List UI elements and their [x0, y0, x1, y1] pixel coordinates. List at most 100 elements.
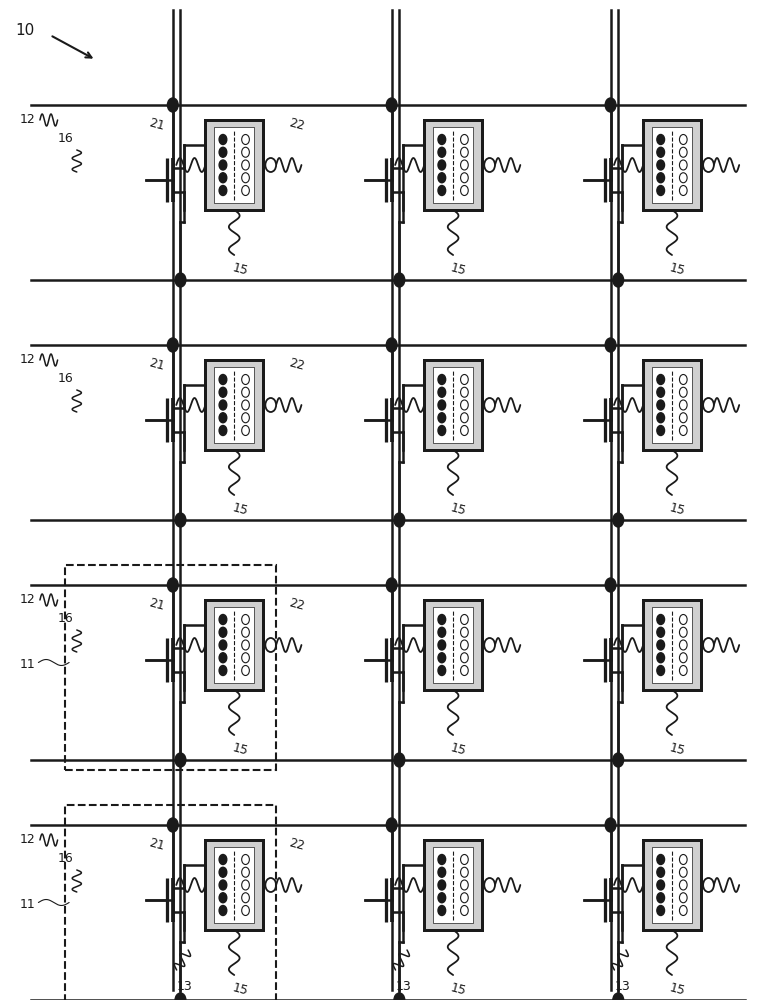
Circle shape [242, 147, 250, 157]
Circle shape [386, 338, 397, 352]
Circle shape [242, 160, 250, 170]
Circle shape [242, 893, 250, 903]
Circle shape [219, 400, 227, 410]
Text: 10: 10 [15, 23, 35, 38]
Text: 15: 15 [449, 981, 468, 998]
Circle shape [438, 387, 445, 397]
Circle shape [242, 413, 250, 423]
Bar [644, 360, 700, 450]
Circle shape [680, 653, 687, 663]
Text: 15: 15 [230, 501, 249, 518]
Text: 15: 15 [668, 261, 687, 278]
Circle shape [703, 158, 714, 172]
Bar [652, 367, 692, 443]
Bar [205, 840, 263, 930]
Circle shape [242, 400, 250, 410]
Circle shape [680, 147, 687, 157]
Circle shape [657, 906, 664, 916]
Circle shape [461, 867, 468, 877]
Text: 12: 12 [19, 113, 35, 126]
Circle shape [219, 854, 227, 864]
Circle shape [485, 158, 495, 172]
Circle shape [242, 186, 250, 196]
Bar [214, 607, 254, 683]
Circle shape [461, 186, 468, 196]
Circle shape [485, 638, 495, 652]
Circle shape [438, 906, 445, 916]
Circle shape [219, 186, 227, 196]
Circle shape [438, 426, 445, 436]
Circle shape [242, 867, 250, 877]
Circle shape [657, 666, 664, 676]
Circle shape [219, 627, 227, 637]
Circle shape [167, 578, 178, 592]
Circle shape [461, 906, 468, 916]
Bar [214, 847, 254, 923]
Circle shape [386, 98, 397, 112]
Circle shape [680, 666, 687, 676]
Text: 13: 13 [177, 980, 193, 993]
Bar [205, 600, 263, 690]
Circle shape [657, 614, 664, 624]
Circle shape [219, 880, 227, 890]
Circle shape [438, 893, 445, 903]
Circle shape [438, 640, 445, 650]
Circle shape [680, 640, 687, 650]
Bar [652, 607, 692, 683]
Circle shape [657, 854, 664, 864]
Circle shape [461, 173, 468, 183]
Circle shape [680, 387, 687, 397]
Circle shape [242, 854, 250, 864]
Circle shape [242, 666, 250, 676]
Circle shape [438, 186, 445, 196]
Circle shape [394, 993, 405, 1000]
Circle shape [461, 880, 468, 890]
Bar [433, 847, 473, 923]
Text: 21: 21 [147, 836, 167, 853]
Text: 12: 12 [19, 833, 35, 846]
Circle shape [242, 173, 250, 183]
Circle shape [175, 993, 186, 1000]
Bar [433, 127, 473, 203]
Circle shape [703, 878, 714, 892]
Text: 16: 16 [58, 372, 74, 385]
Circle shape [438, 627, 445, 637]
Circle shape [219, 160, 227, 170]
Circle shape [461, 640, 468, 650]
Circle shape [219, 413, 227, 423]
Circle shape [438, 854, 445, 864]
Bar [424, 120, 482, 210]
Circle shape [219, 426, 227, 436]
Circle shape [657, 375, 664, 385]
Circle shape [485, 878, 495, 892]
Circle shape [680, 426, 687, 436]
Circle shape [461, 614, 468, 624]
Circle shape [657, 426, 664, 436]
Text: 15: 15 [668, 501, 687, 518]
Circle shape [438, 413, 445, 423]
Circle shape [680, 135, 687, 145]
Bar [433, 607, 473, 683]
Circle shape [657, 653, 664, 663]
Circle shape [613, 993, 624, 1000]
Circle shape [219, 666, 227, 676]
Circle shape [219, 135, 227, 145]
Text: 21: 21 [147, 116, 167, 133]
Circle shape [461, 627, 468, 637]
Circle shape [605, 338, 616, 352]
Circle shape [219, 653, 227, 663]
Circle shape [461, 400, 468, 410]
Circle shape [680, 400, 687, 410]
Circle shape [167, 818, 178, 832]
Text: 16: 16 [58, 132, 74, 145]
Text: 21: 21 [147, 356, 167, 373]
Circle shape [680, 880, 687, 890]
Circle shape [175, 273, 186, 287]
Circle shape [680, 186, 687, 196]
Text: 22: 22 [287, 116, 306, 133]
Circle shape [605, 578, 616, 592]
Circle shape [242, 387, 250, 397]
Circle shape [242, 375, 250, 385]
Circle shape [657, 640, 664, 650]
Circle shape [242, 135, 250, 145]
